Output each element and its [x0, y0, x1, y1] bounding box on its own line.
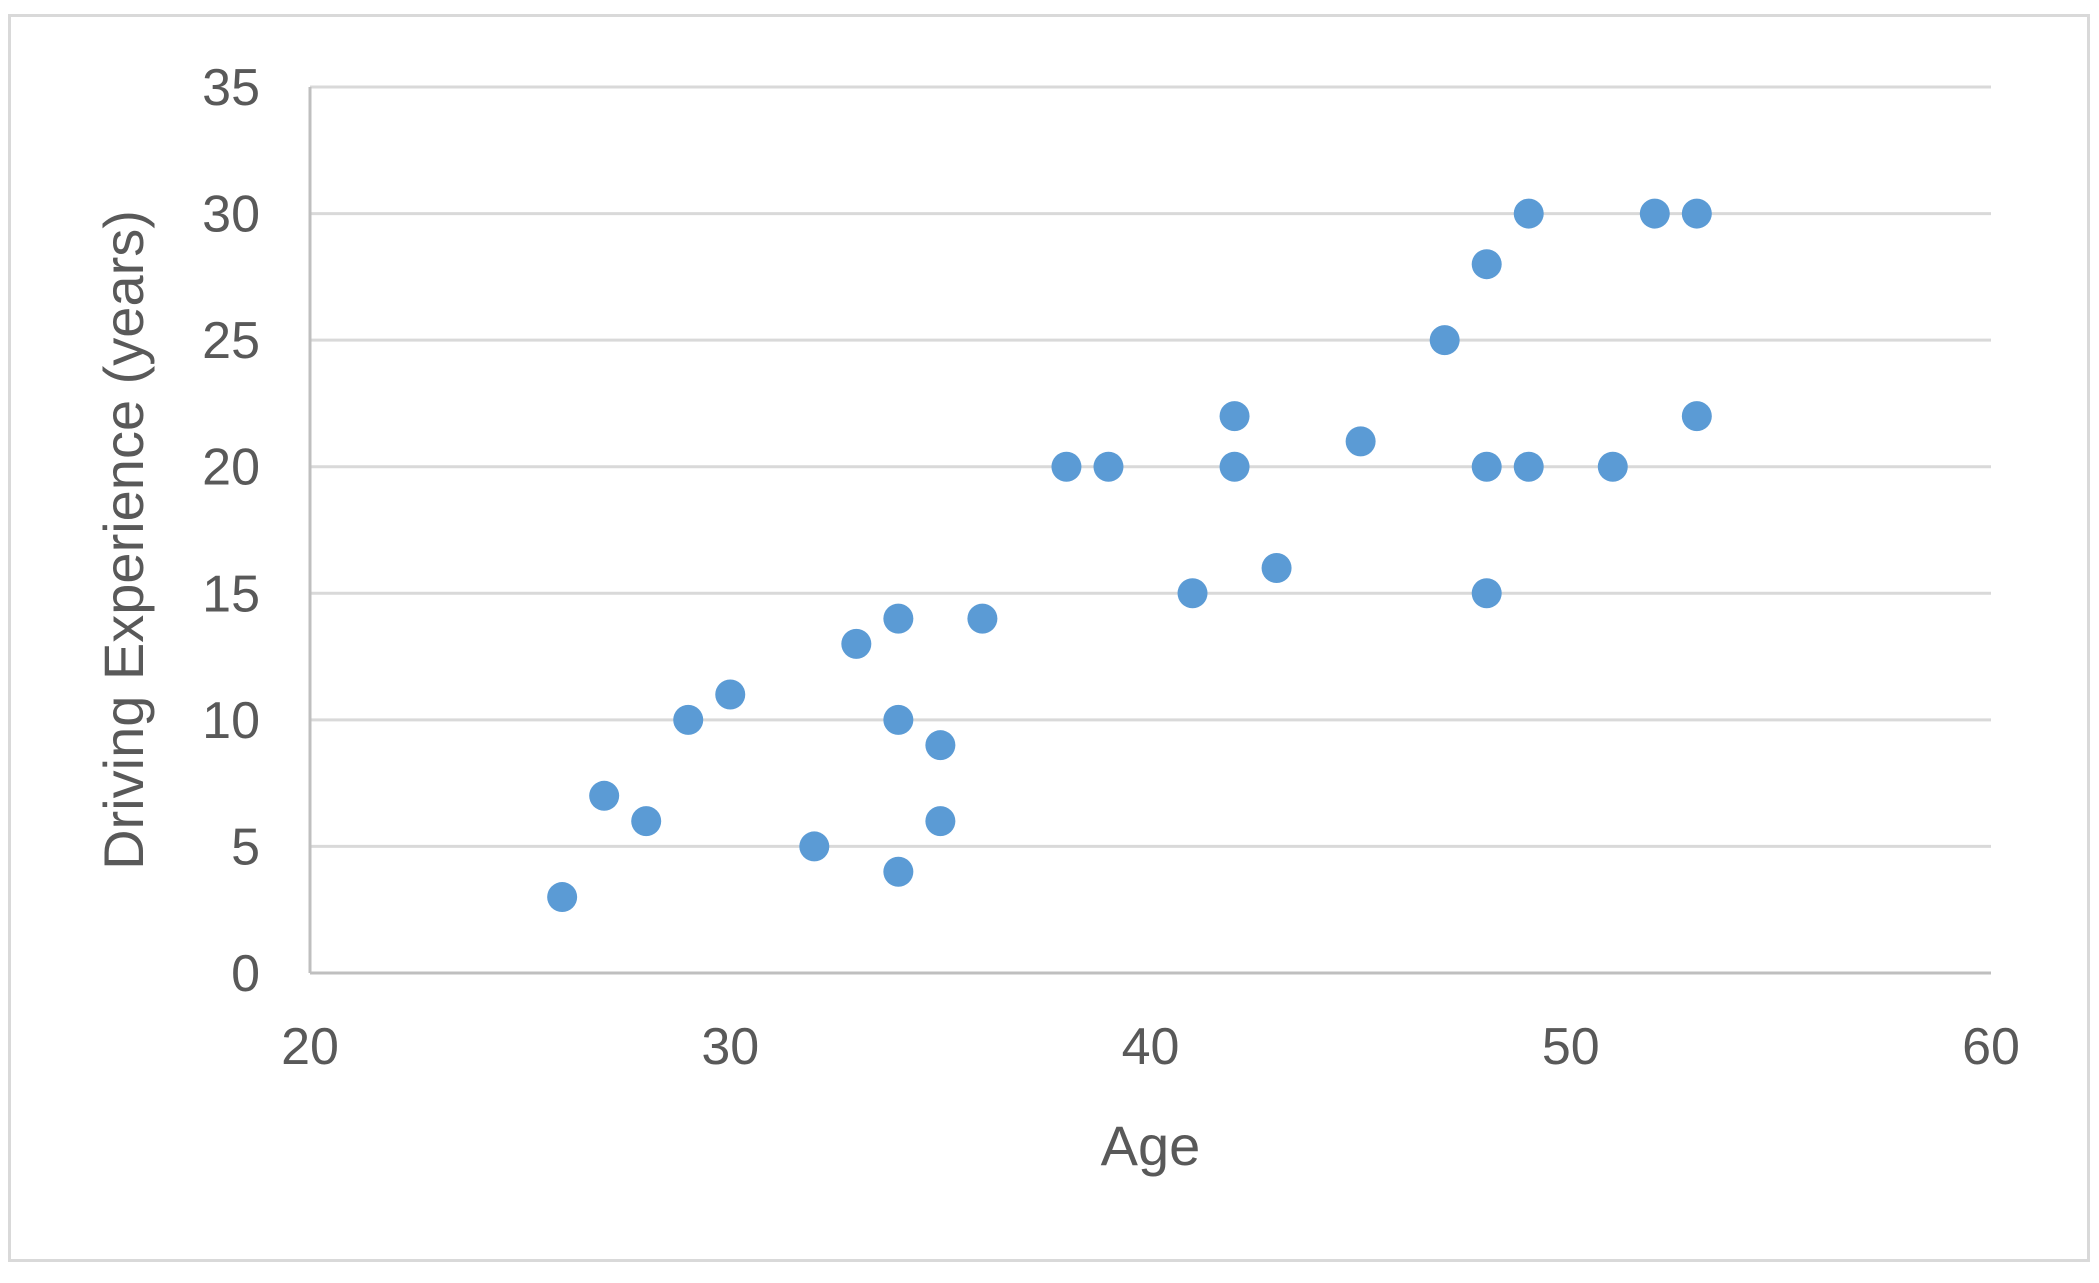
data-point	[1345, 426, 1376, 457]
data-point	[1471, 249, 1502, 280]
x-tick-label: 60	[1962, 1018, 2020, 1076]
x-tick-label: 40	[1122, 1018, 1180, 1076]
y-axis-title: Driving Experience (years)	[92, 210, 155, 870]
data-point	[1513, 451, 1544, 482]
gridlines	[310, 85, 1991, 848]
data-point	[1639, 198, 1670, 229]
data-point	[589, 780, 620, 811]
data-point	[841, 628, 872, 659]
y-tick-label: 10	[202, 692, 260, 750]
y-tick-label: 0	[231, 945, 260, 1003]
data-point	[1429, 325, 1460, 356]
x-axis-title: Age	[1101, 1114, 1201, 1177]
data-point	[883, 704, 914, 735]
y-tick-labels: 0 5 10 15 20 25 30 35	[202, 59, 260, 1003]
scatter-chart: 0 5 10 15 20 25 30 35 20 30 40 50 60 Age Driving Ex…	[92, 59, 2020, 1177]
data-point	[925, 806, 956, 837]
y-tick-label: 35	[202, 59, 260, 117]
x-tick-label: 30	[701, 1018, 759, 1076]
data-point	[1051, 451, 1082, 482]
data-point	[799, 831, 830, 862]
data-point	[1471, 578, 1502, 609]
axes	[308, 87, 1991, 975]
data-point	[673, 704, 704, 735]
y-tick-label: 25	[202, 312, 260, 370]
x-tick-label: 20	[281, 1018, 339, 1076]
data-point	[1513, 198, 1544, 229]
data-point	[1681, 198, 1712, 229]
data-point	[1597, 451, 1628, 482]
data-point	[1177, 578, 1208, 609]
data-point	[883, 856, 914, 887]
data-point	[631, 806, 662, 837]
data-point	[547, 882, 578, 913]
data-point	[715, 679, 746, 710]
y-tick-label: 5	[231, 818, 260, 876]
data-points	[547, 198, 1712, 913]
data-point	[883, 603, 914, 634]
data-point	[967, 603, 998, 634]
y-tick-label: 15	[202, 565, 260, 623]
data-point	[1681, 401, 1712, 432]
data-point	[1261, 552, 1292, 583]
y-tick-label: 30	[202, 186, 260, 244]
x-tick-labels: 20 30 40 50 60	[281, 1018, 2020, 1076]
data-point	[1471, 451, 1502, 482]
data-point	[925, 730, 956, 761]
y-tick-label: 20	[202, 439, 260, 497]
data-point	[1219, 451, 1250, 482]
data-point	[1093, 451, 1124, 482]
chart-frame: 0 5 10 15 20 25 30 35 20 30 40 50 60 Age Driving Ex…	[8, 14, 2090, 1262]
x-tick-label: 50	[1542, 1018, 1600, 1076]
data-point	[1219, 401, 1250, 432]
